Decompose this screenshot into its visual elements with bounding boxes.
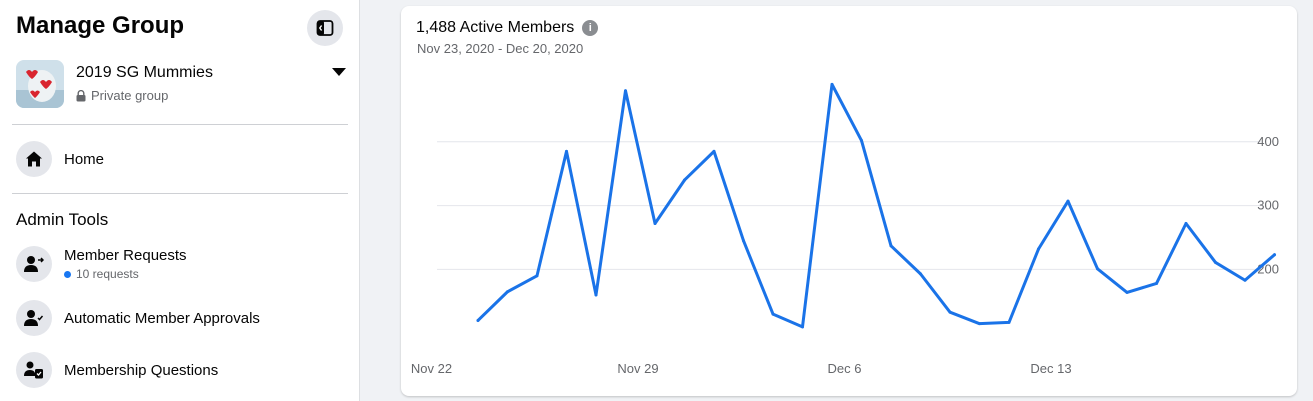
lock-icon: [76, 89, 86, 101]
data-point: [506, 290, 509, 294]
data-point: [1155, 281, 1158, 285]
pending-requests-count: 10 requests: [64, 267, 187, 281]
data-point: [1125, 290, 1129, 294]
data-point: [742, 239, 745, 243]
sidebar-item-membership-questions[interactable]: Membership Questions: [16, 352, 218, 388]
card-title: 1,488 Active Members i: [416, 19, 599, 37]
group-selector[interactable]: 2019 SG Mummies Private group: [16, 60, 346, 108]
data-point: [889, 244, 893, 248]
data-point: [948, 310, 952, 314]
sidebar: Manage Group 2019 SG Mummies Priva: [0, 0, 360, 401]
y-tick-label: 300: [1257, 198, 1279, 213]
sidebar-item-label: Member Requests: [64, 247, 187, 264]
data-point: [683, 178, 686, 182]
sidebar-item-label: Home: [64, 150, 105, 168]
sidebar-item-member-requests[interactable]: Member Requests 10 requests: [16, 246, 187, 282]
divider: [12, 193, 348, 194]
sidebar-item-label: Automatic Member Approvals: [64, 309, 260, 327]
active-members-card: 1,488 Active Members i Nov 23, 2020 - De…: [401, 6, 1297, 396]
data-point: [565, 149, 568, 153]
data-point: [476, 318, 480, 322]
x-tick-label: Dec 13: [1030, 361, 1071, 376]
sidebar-collapse-icon: [316, 20, 334, 36]
data-point: [919, 272, 922, 276]
data-point: [1066, 199, 1070, 203]
series-line: [476, 82, 1276, 329]
group-thumbnail: [16, 60, 64, 108]
data-point: [594, 293, 598, 297]
divider: [12, 124, 348, 125]
date-range: Nov 23, 2020 - Dec 20, 2020: [417, 41, 584, 56]
data-point: [1214, 260, 1217, 264]
card-title-text: 1,488 Active Members: [416, 19, 575, 36]
requests-count-label: 10 requests: [76, 267, 139, 281]
membership-questions-icon: [24, 361, 43, 379]
data-point: [712, 149, 716, 153]
data-point: [860, 139, 863, 143]
y-tick-label: 400: [1257, 134, 1279, 149]
data-point: [535, 274, 539, 278]
data-point: [1037, 247, 1040, 251]
sidebar-collapse-button[interactable]: [307, 10, 343, 46]
x-tick-label: Nov 22: [411, 361, 452, 376]
data-point: [624, 89, 627, 93]
admin-tools-heading: Admin Tools: [16, 210, 109, 229]
data-point: [1007, 320, 1011, 324]
data-point: [1243, 278, 1247, 282]
info-icon[interactable]: i: [582, 20, 599, 36]
y-tick-label: 200: [1257, 261, 1279, 276]
data-point: [978, 322, 981, 326]
home-icon: [26, 151, 42, 167]
member-approvals-icon: [24, 310, 44, 326]
sidebar-item-label: Membership Questions: [64, 361, 219, 379]
x-tick-label: Nov 29: [617, 361, 658, 376]
x-tick-label: Dec 6: [828, 361, 862, 376]
data-point: [771, 312, 775, 316]
active-members-chart: 200 300 400 Nov 22 Nov 29 Dec 6 Dec 13: [411, 82, 1279, 376]
data-point: [1273, 253, 1276, 257]
data-point: [1096, 267, 1099, 271]
unread-dot: [64, 270, 71, 278]
data-point: [801, 325, 804, 329]
group-name: 2019 SG Mummies: [76, 64, 213, 81]
group-privacy-label: Private group: [91, 88, 169, 103]
member-requests-icon: [24, 256, 44, 272]
data-point: [830, 82, 834, 86]
data-point: [653, 221, 657, 225]
sidebar-title: Manage Group: [16, 12, 185, 39]
sidebar-item-automatic-approvals[interactable]: Automatic Member Approvals: [16, 300, 260, 336]
chevron-down-icon[interactable]: [332, 68, 346, 76]
sidebar-item-home[interactable]: Home: [16, 141, 104, 177]
group-privacy: Private group: [76, 88, 168, 103]
data-point: [1184, 221, 1188, 225]
